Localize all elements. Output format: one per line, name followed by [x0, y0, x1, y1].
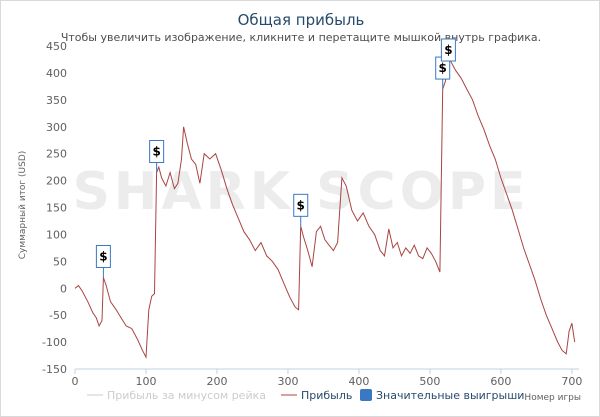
win-flag[interactable]: $	[440, 38, 456, 62]
legend-swatch-significant-wins	[360, 389, 372, 401]
y-tick-label: 200	[46, 175, 67, 188]
win-flag[interactable]: $	[95, 244, 111, 278]
legend-label-significant-wins: Значительные выигрыши	[376, 389, 524, 402]
y-tick-label: -100	[42, 336, 67, 349]
y-tick-label: 250	[46, 148, 67, 161]
x-tick-label: 400	[348, 375, 369, 388]
x-tick-label: 600	[490, 375, 511, 388]
win-flag-box	[149, 140, 165, 164]
x-axis-title: Номер игры	[524, 393, 581, 403]
chart-title: Общая прибыль	[238, 11, 365, 29]
win-flag-label: $	[444, 43, 452, 57]
x-tick-label: 200	[206, 375, 227, 388]
y-tick-label: 350	[46, 94, 67, 107]
y-tick-label: 450	[46, 40, 67, 53]
y-tick-label: 0	[60, 282, 67, 295]
win-flag-box	[95, 244, 111, 268]
legend-label-rake: Прибыль за минусом рейка	[107, 389, 266, 402]
legend-item-rake[interactable]: Прибыль за минусом рейка	[87, 389, 266, 402]
win-flag-box	[293, 193, 309, 217]
win-flag-label: $	[99, 249, 107, 263]
legend: Прибыль за минусом рейка Прибыль Значите…	[87, 389, 524, 402]
y-tick-label: 400	[46, 67, 67, 80]
win-flag-label: $	[152, 145, 160, 159]
legend-label-profit: Прибыль	[301, 389, 352, 402]
y-axis-title: Суммарный итог (USD)	[18, 151, 28, 260]
legend-item-significant-wins[interactable]: Значительные выигрыши	[360, 389, 524, 402]
y-tick-label: 100	[46, 228, 67, 241]
x-axis-ticks: 0 100 200 300 400 500 600 700	[72, 369, 582, 388]
win-flag[interactable]: $	[435, 56, 451, 90]
y-axis-ticks: -150 -100 -50 0 50 100 150 200 250 300 350 400 450	[42, 40, 67, 376]
x-tick-label: 700	[561, 375, 582, 388]
significant-wins-flags: $ $ $ $ $	[95, 38, 456, 278]
y-tick-label: 150	[46, 202, 67, 215]
win-flag-box	[440, 38, 456, 62]
legend-item-profit[interactable]: Прибыль	[281, 389, 352, 402]
y-tick-label: 50	[53, 255, 67, 268]
win-flag-label: $	[297, 198, 305, 212]
y-tick-label: -150	[42, 363, 67, 376]
x-tick-label: 500	[419, 375, 440, 388]
y-tick-label: 300	[46, 121, 67, 134]
x-tick-label: 300	[277, 375, 298, 388]
win-flag-label: $	[439, 61, 447, 75]
win-flag[interactable]: $	[149, 140, 165, 173]
win-flag[interactable]: $	[293, 193, 309, 227]
y-tick-label: -50	[49, 309, 67, 322]
chart-subtitle: Чтобы увеличить изображение, кликните и …	[61, 31, 541, 44]
x-tick-label: 0	[72, 375, 79, 388]
series-line-profit[interactable]	[74, 51, 576, 360]
x-tick-label: 100	[135, 375, 156, 388]
